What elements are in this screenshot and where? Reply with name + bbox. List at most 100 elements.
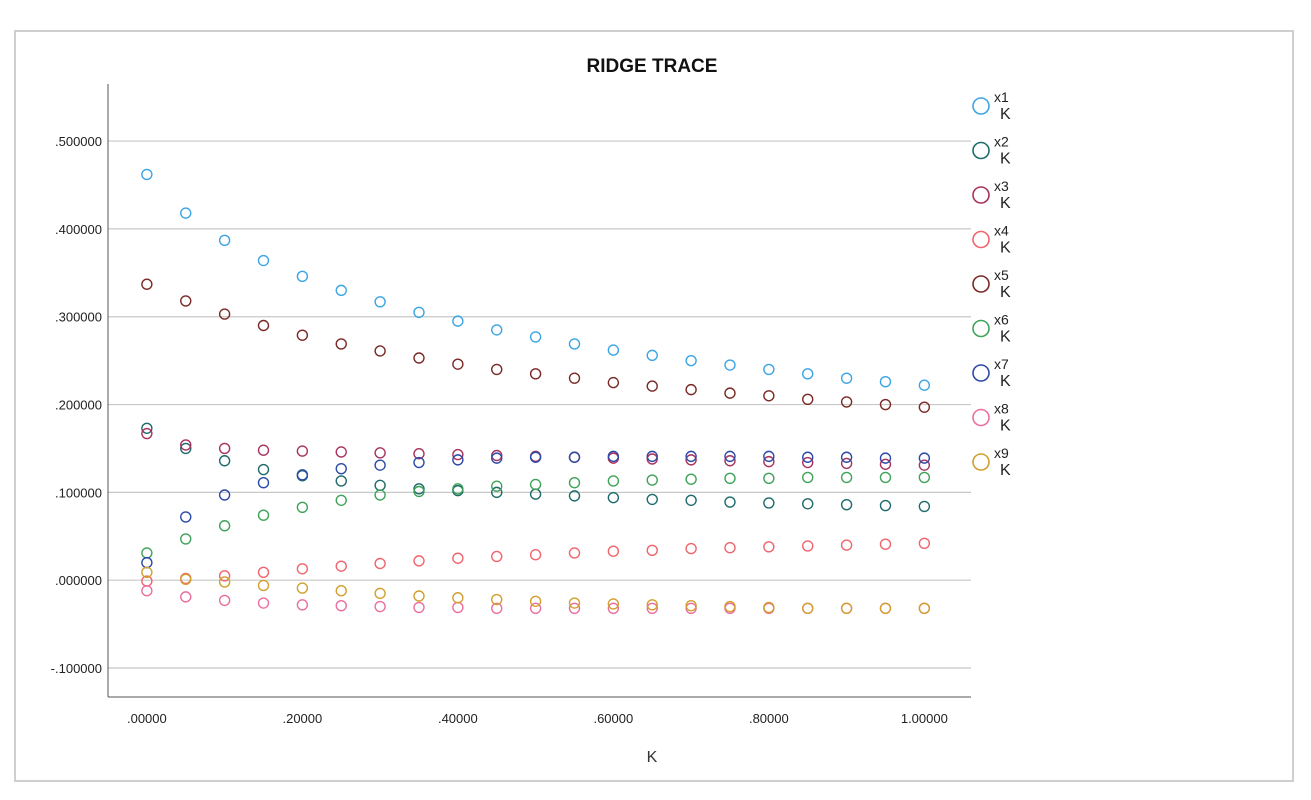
data-point-x4: [685, 542, 697, 555]
data-point-x9: [374, 587, 386, 600]
legend-label-x3: x3: [994, 178, 1009, 194]
data-point-x1: [180, 207, 192, 219]
data-point-x8: [180, 591, 192, 603]
data-point-x7: [452, 454, 464, 466]
data-point-x5: [491, 363, 503, 376]
data-point-x6: [374, 489, 386, 501]
data-point-x9: [724, 600, 736, 613]
legend-label-x9: x9: [994, 445, 1009, 461]
data-point-x9: [335, 585, 347, 597]
legend-sublabel: K: [1000, 195, 1011, 212]
data-point-x7: [141, 556, 153, 569]
data-point-x6: [646, 474, 658, 486]
data-point-x8: [413, 601, 425, 614]
data-point-x6: [685, 473, 697, 485]
data-point-x5: [452, 358, 464, 370]
data-point-x3: [218, 442, 231, 455]
data-point-x4: [646, 544, 658, 557]
data-point-x4: [413, 555, 425, 567]
data-point-x6: [529, 478, 542, 491]
data-point-x3: [879, 458, 892, 470]
data-point-x6: [918, 471, 931, 484]
legend-sublabel: K: [1000, 329, 1011, 346]
data-point-x5: [568, 372, 581, 384]
legend-marker-x1: [972, 97, 990, 115]
data-point-x5: [607, 376, 620, 389]
data-point-x4: [335, 560, 347, 572]
data-point-x2: [374, 479, 386, 492]
data-point-x3: [840, 457, 853, 470]
data-point-x7: [335, 462, 347, 475]
legend-label-x2: x2: [994, 134, 1009, 150]
data-point-x2: [685, 494, 697, 506]
data-point-x9: [918, 602, 931, 614]
data-point-x4: [802, 540, 814, 552]
data-point-x8: [491, 602, 503, 614]
data-point-x7: [180, 511, 192, 523]
legend-sublabel: K: [1000, 151, 1011, 168]
legend-sublabel: K: [1000, 373, 1011, 390]
data-point-x2: [529, 488, 542, 500]
data-point-x6: [257, 509, 270, 521]
data-point-x6: [141, 547, 153, 559]
data-point-x5: [141, 278, 153, 290]
data-point-x8: [452, 601, 464, 614]
data-point-x8: [374, 600, 386, 613]
data-point-x7: [724, 450, 736, 463]
data-points: [141, 168, 931, 614]
data-point-x9: [802, 602, 814, 614]
data-point-x5: [918, 401, 931, 413]
data-point-x1: [374, 296, 386, 308]
x-axis-title: K: [647, 749, 658, 766]
data-point-x3: [685, 454, 697, 466]
data-point-x8: [646, 602, 658, 614]
data-point-x8: [296, 599, 309, 611]
y-tick-label: .500000: [55, 134, 102, 149]
data-point-x9: [491, 593, 503, 606]
data-point-x6: [840, 471, 853, 484]
legend-label-x7: x7: [994, 356, 1009, 372]
data-point-x1: [452, 315, 464, 327]
data-point-x4: [257, 566, 270, 578]
data-point-x2: [918, 500, 931, 513]
legend-marker-x3: [972, 186, 990, 204]
data-point-x4: [218, 570, 231, 582]
data-point-x7: [763, 450, 775, 463]
data-point-x1: [685, 354, 697, 367]
legend-marker-x2: [972, 141, 990, 160]
data-point-x4: [529, 549, 542, 561]
y-tick-label: .400000: [55, 222, 102, 237]
x-tick-label: .80000: [749, 711, 789, 726]
data-point-x3: [918, 459, 931, 471]
data-point-x2: [879, 499, 892, 512]
legend-marker-x8: [972, 408, 990, 427]
legend-sublabel: K: [1000, 106, 1011, 123]
data-point-x3: [180, 439, 192, 451]
data-point-x2: [257, 463, 270, 476]
data-point-x1: [840, 372, 853, 384]
chart-frame: [14, 30, 1294, 782]
data-point-x8: [335, 599, 347, 612]
data-point-x9: [646, 599, 658, 611]
data-point-x3: [141, 427, 153, 440]
data-point-x3: [374, 447, 386, 459]
legend-marker-x7: [972, 364, 990, 382]
data-point-x9: [685, 599, 697, 612]
data-point-x2: [840, 498, 853, 511]
data-point-x2: [335, 475, 347, 487]
data-point-x1: [607, 344, 620, 356]
data-point-x2: [568, 490, 581, 502]
data-point-x4: [840, 539, 853, 551]
data-point-x5: [879, 398, 892, 411]
data-point-x7: [802, 451, 814, 463]
data-point-x3: [257, 444, 270, 456]
data-point-x5: [218, 308, 231, 320]
data-point-x9: [296, 582, 309, 594]
data-point-x6: [452, 483, 464, 495]
data-point-x5: [296, 329, 309, 341]
data-point-x4: [374, 557, 386, 570]
legend-label-x4: x4: [994, 223, 1009, 239]
data-point-x7: [646, 450, 658, 463]
